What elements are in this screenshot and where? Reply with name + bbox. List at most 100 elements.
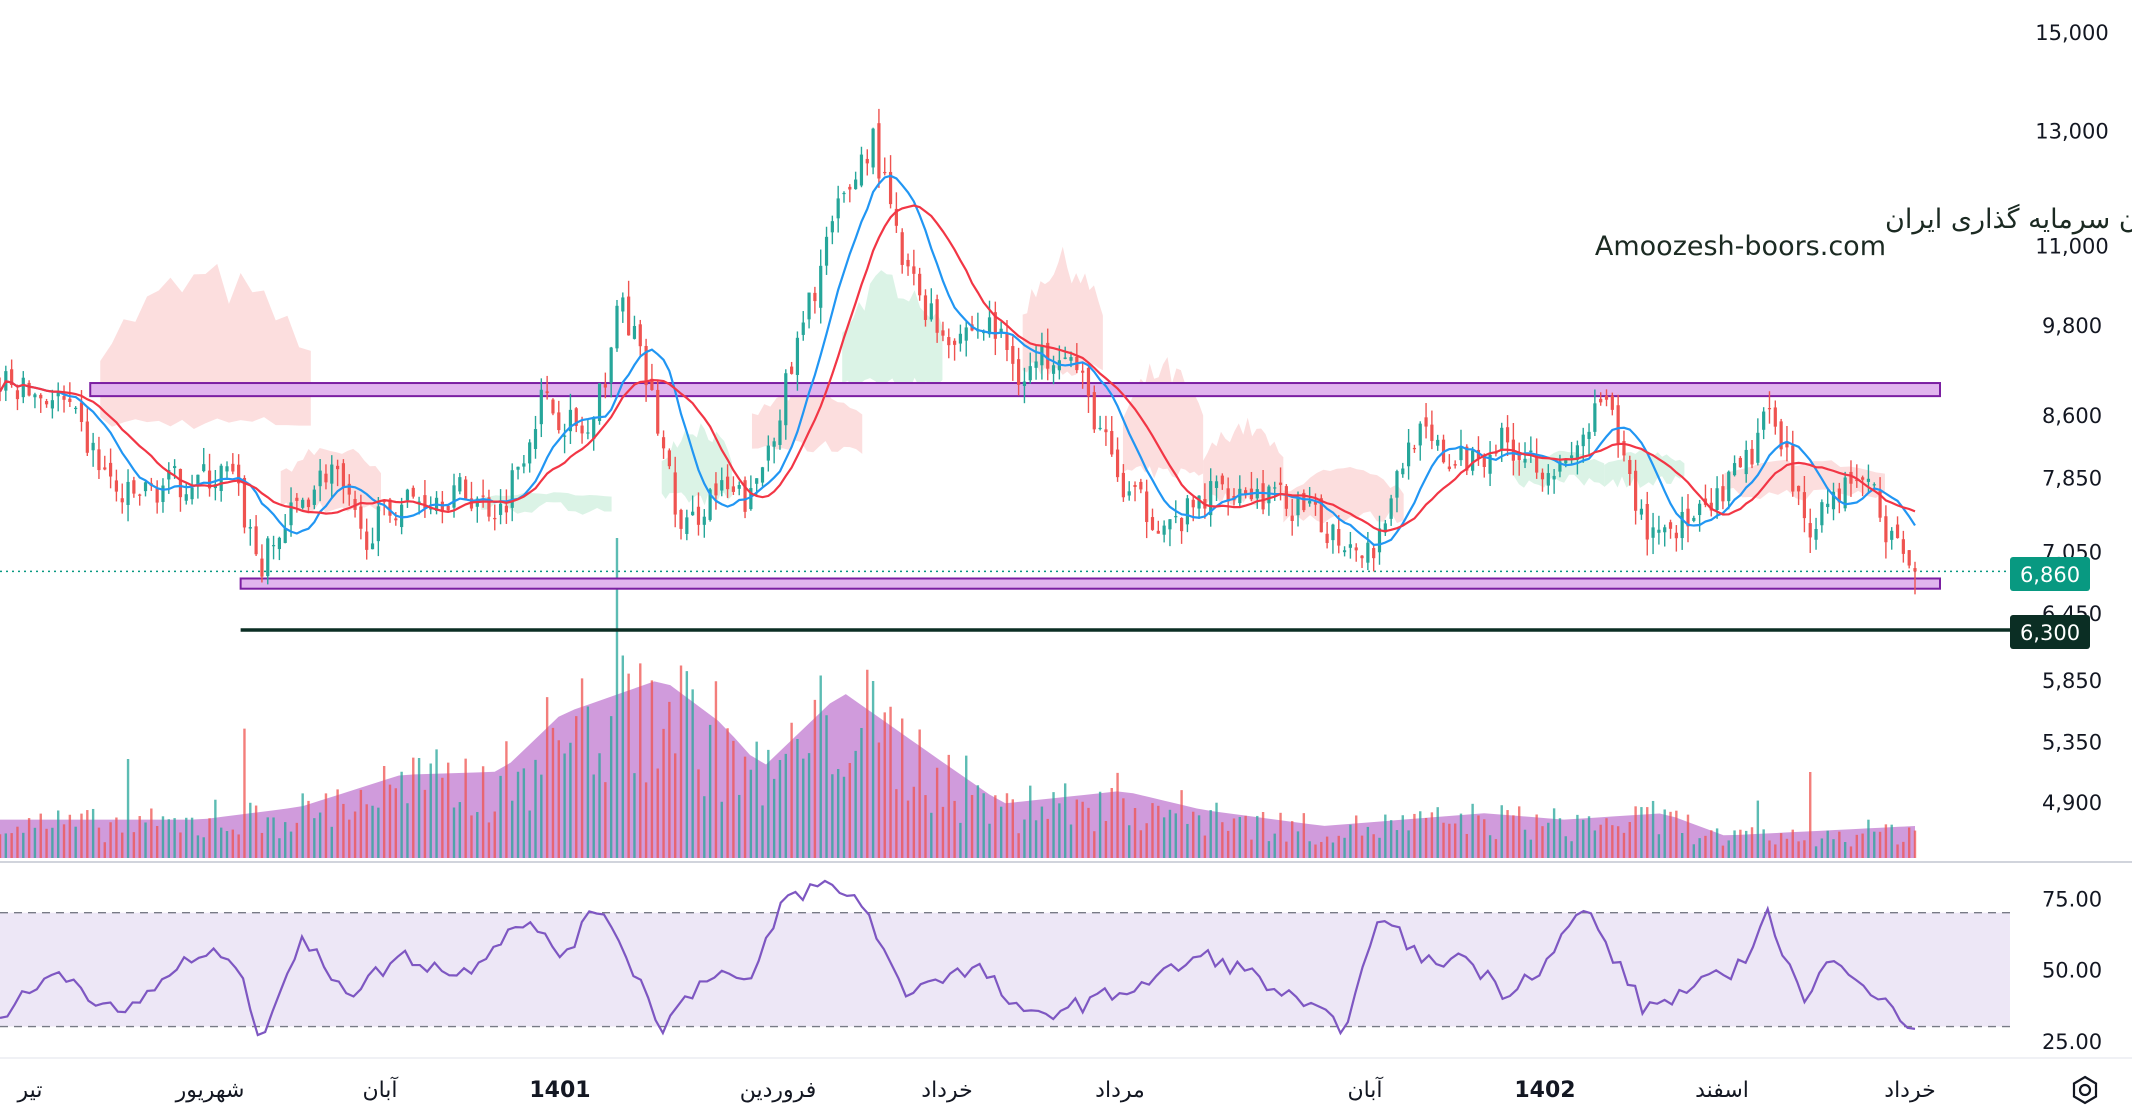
candle-body (1569, 455, 1574, 459)
candle-body (1290, 515, 1294, 521)
candle-body (108, 462, 113, 477)
candle-body (894, 208, 898, 226)
candle-body (1773, 407, 1777, 427)
candle-body (725, 476, 730, 490)
candle-body (1587, 431, 1591, 439)
candle-body (1604, 395, 1609, 400)
candle-body (1150, 517, 1155, 530)
candle-body (1284, 486, 1288, 509)
candle-body (516, 466, 520, 470)
candle-body (39, 394, 43, 399)
candle-body (790, 366, 794, 374)
rsi-tick-label: 50.00 (2042, 959, 2102, 983)
candle-body (1558, 461, 1562, 472)
candle-body (382, 500, 386, 503)
candle-body (650, 378, 654, 390)
candle-body (987, 317, 992, 335)
candle-body (1668, 522, 1673, 529)
candle-body (760, 467, 765, 483)
candle-body (673, 472, 677, 515)
candle-body (743, 480, 747, 512)
candle-body (1081, 370, 1085, 373)
time-axis[interactable]: تیر شهریور آبان 1401 فروردین خرداد مرداد آبان 14… (17, 1076, 1936, 1103)
candle-body (1861, 477, 1865, 480)
candle-body (91, 442, 95, 451)
candle-body (452, 485, 456, 508)
candle-body (749, 488, 753, 510)
candle-body (318, 470, 322, 487)
candle-body (1401, 468, 1405, 475)
volume-average-area (0, 681, 1915, 858)
candle-body (1674, 532, 1678, 539)
candle-body (609, 347, 613, 383)
candle-body (766, 445, 770, 461)
candle-body (1092, 392, 1096, 430)
candle-body (667, 450, 671, 467)
candle-body (714, 483, 718, 496)
time-axis-label: شهریور (175, 1078, 245, 1103)
candle-body (632, 326, 637, 339)
candle-body (1872, 484, 1876, 486)
candle-body (993, 312, 997, 339)
candle-body (33, 394, 37, 398)
candle-body (295, 497, 299, 501)
candle-body (522, 463, 526, 467)
candle-body (1104, 429, 1108, 433)
candle-body (254, 526, 258, 555)
candle-body (557, 412, 561, 431)
candle-body (1244, 490, 1248, 496)
candle-body (312, 489, 316, 505)
candle-body (888, 171, 893, 205)
candle-body (266, 538, 270, 577)
candle-body (1005, 332, 1009, 350)
time-axis-label: تیر (17, 1078, 43, 1103)
horizontal-zones (0, 382, 2010, 632)
candle-body (1267, 486, 1271, 504)
settings-icon[interactable] (2072, 1075, 2098, 1105)
price-axis[interactable]: 15,00013,00011,0009,8008,6007,8507,0506,… (2035, 21, 2108, 815)
candle-body (1866, 478, 1871, 482)
candle-body (877, 123, 881, 179)
candle-body (702, 516, 706, 525)
candle-body (906, 259, 910, 267)
candle-body (10, 369, 14, 386)
candle-body (1610, 395, 1614, 410)
watermark-line-2: Amoozesh-boors.com (1595, 231, 1886, 262)
price-tick-label: 11,000 (2035, 234, 2108, 258)
candle-body (958, 333, 963, 344)
candle-body (586, 432, 590, 434)
candle-body (1017, 359, 1021, 385)
time-axis-label: آبان (362, 1076, 398, 1103)
candle-body (184, 494, 188, 501)
candle-body (1599, 398, 1603, 403)
candle-body (1366, 542, 1370, 563)
candle-body (173, 466, 177, 469)
candle-body (801, 322, 805, 335)
candle-body (85, 421, 89, 453)
cloud-segment (100, 263, 311, 430)
candle-body (1214, 481, 1219, 488)
candle-body (277, 537, 281, 550)
price-tick-label: 13,000 (2035, 119, 2108, 143)
candle-body (1174, 516, 1178, 518)
candle-body (138, 494, 142, 496)
candle-body (824, 236, 829, 266)
time-axis-label: اسفند (1695, 1078, 1749, 1103)
candle-body (1785, 442, 1789, 448)
candle-body (1622, 441, 1626, 456)
candle-body (97, 449, 101, 471)
candle-body (260, 558, 264, 577)
candle-body (1453, 464, 1457, 466)
price-tick-label: 4,900 (2042, 791, 2102, 815)
candle-body (1261, 483, 1265, 510)
candle-body (1145, 491, 1149, 523)
candle-body (306, 499, 311, 508)
candle-body (487, 497, 491, 517)
candle-body (807, 292, 811, 320)
candle-body (644, 345, 648, 386)
candle-body (335, 465, 340, 470)
candle-body (1686, 508, 1690, 527)
candle-body (848, 186, 852, 190)
time-axis-label: خرداد (1884, 1078, 1935, 1103)
